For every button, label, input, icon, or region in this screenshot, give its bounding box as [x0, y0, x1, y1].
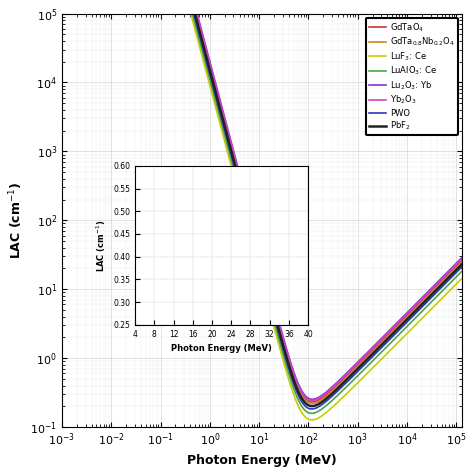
- PbF$_2$: [212, 88, 218, 94]
- Line: Lu$_2$O$_3$: Yb: Lu$_2$O$_3$: Yb: [62, 0, 462, 399]
- LuAlO$_3$: Ce: (2.9, 618): Ce: (2.9, 618): [230, 163, 236, 169]
- Yb$_2$O$_3$: [459, 255, 465, 261]
- Line: Yb$_2$O$_3$: Yb$_2$O$_3$: [62, 0, 462, 401]
- GdTa$_{0.8}$Nb$_{0.2}$O$_4$: [451, 267, 457, 273]
- Lu$_2$O$_3$: Yb: (1.29, 1e+04): Yb: (1.29, 1e+04): [212, 80, 218, 85]
- Yb$_2$O$_3$: [230, 146, 236, 152]
- Lu$_2$O$_3$: Yb: (121, 0.253): Yb: (121, 0.253): [310, 396, 315, 402]
- LuF$_3$: Ce: (2.9, 506): Ce: (2.9, 506): [230, 169, 236, 174]
- Yb$_2$O$_3$: [212, 81, 218, 87]
- Line: PWO: PWO: [62, 0, 462, 409]
- Yb$_2$O$_3$: [310, 398, 315, 403]
- LuF$_3$: Ce: (1.29, 4.5e+03): Ce: (1.29, 4.5e+03): [212, 103, 218, 109]
- GdTa$_{0.8}$Nb$_{0.2}$O$_4$: [230, 150, 236, 155]
- Yb$_2$O$_3$: [408, 307, 414, 312]
- Line: LuF$_3$: Ce: LuF$_3$: Ce: [62, 0, 462, 420]
- Y-axis label: LAC (cm$^{-1}$): LAC (cm$^{-1}$): [7, 182, 25, 259]
- LuF$_3$: Ce: (9.06e+04, 11.1): Ce: (9.06e+04, 11.1): [451, 283, 457, 289]
- GdTaO$_4$: [459, 257, 465, 263]
- PbF$_2$: [459, 261, 465, 267]
- Line: GdTa$_{0.8}$Nb$_{0.2}$O$_4$: GdTa$_{0.8}$Nb$_{0.2}$O$_4$: [62, 0, 462, 403]
- Lu$_2$O$_3$: Yb: (9.06e+04, 22.2): Yb: (9.06e+04, 22.2): [451, 263, 457, 268]
- PWO: [309, 406, 314, 412]
- GdTaO$_4$: [451, 265, 457, 271]
- PWO: [230, 158, 236, 164]
- PbF$_2$: [230, 154, 236, 159]
- Line: LuAlO$_3$: Ce: LuAlO$_3$: Ce: [62, 0, 462, 413]
- GdTa$_{0.8}$Nb$_{0.2}$O$_4$: [408, 310, 414, 316]
- LuAlO$_3$: Ce: (1.29, 5.5e+03): Ce: (1.29, 5.5e+03): [212, 98, 218, 103]
- X-axis label: Photon Energy (MeV): Photon Energy (MeV): [187, 454, 337, 467]
- PbF$_2$: [451, 269, 457, 275]
- GdTa$_{0.8}$Nb$_{0.2}$O$_4$: [459, 259, 465, 264]
- LuF$_3$: Ce: (1.3e+05, 14.4): Ce: (1.3e+05, 14.4): [459, 275, 465, 281]
- Legend: GdTaO$_4$, GdTa$_{0.8}$Nb$_{0.2}$O$_4$, LuF$_3$: Ce, LuAlO$_3$: Ce, Lu$_2$O$_3$:: GdTaO$_4$, GdTa$_{0.8}$Nb$_{0.2}$O$_4$, …: [366, 18, 458, 136]
- Line: GdTaO$_4$: GdTaO$_4$: [62, 0, 462, 402]
- GdTa$_{0.8}$Nb$_{0.2}$O$_4$: [310, 401, 315, 406]
- PWO: [459, 264, 465, 270]
- Yb$_2$O$_3$: [451, 264, 457, 269]
- PbF$_2$: [309, 403, 315, 409]
- PbF$_2$: [408, 312, 414, 318]
- GdTaO$_4$: [212, 83, 218, 89]
- PWO: [212, 92, 218, 98]
- Line: PbF$_2$: PbF$_2$: [62, 0, 462, 406]
- Lu$_2$O$_3$: Yb: (1.21e+04, 5.23): Yb: (1.21e+04, 5.23): [408, 306, 414, 311]
- LuAlO$_3$: Ce: (116, 0.158): Ce: (116, 0.158): [309, 410, 314, 416]
- LuF$_3$: Ce: (1.21e+04, 2.61): Ce: (1.21e+04, 2.61): [408, 327, 414, 332]
- LuAlO$_3$: Ce: (9.06e+04, 14.1): Ce: (9.06e+04, 14.1): [451, 276, 457, 282]
- LuF$_3$: Ce: (118, 0.127): Ce: (118, 0.127): [309, 417, 315, 423]
- Lu$_2$O$_3$: Yb: (1.3e+05, 28.9): Yb: (1.3e+05, 28.9): [459, 255, 465, 260]
- GdTaO$_4$: [230, 148, 236, 154]
- PWO: [408, 315, 414, 321]
- GdTaO$_4$: [310, 399, 315, 405]
- LuAlO$_3$: Ce: (1.3e+05, 18.3): Ce: (1.3e+05, 18.3): [459, 268, 465, 274]
- Y-axis label: LAC (cm$^{-1}$): LAC (cm$^{-1}$): [94, 219, 108, 272]
- X-axis label: Photon Energy (MeV): Photon Energy (MeV): [171, 344, 272, 353]
- GdTaO$_4$: [408, 309, 414, 314]
- LuAlO$_3$: Ce: (1.21e+04, 3.31): Ce: (1.21e+04, 3.31): [408, 319, 414, 325]
- PWO: [451, 272, 457, 277]
- Lu$_2$O$_3$: Yb: (2.9, 1.12e+03): Yb: (2.9, 1.12e+03): [230, 145, 236, 151]
- GdTa$_{0.8}$Nb$_{0.2}$O$_4$: [212, 84, 218, 90]
